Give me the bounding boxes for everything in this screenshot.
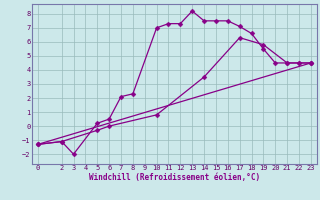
X-axis label: Windchill (Refroidissement éolien,°C): Windchill (Refroidissement éolien,°C): [89, 173, 260, 182]
